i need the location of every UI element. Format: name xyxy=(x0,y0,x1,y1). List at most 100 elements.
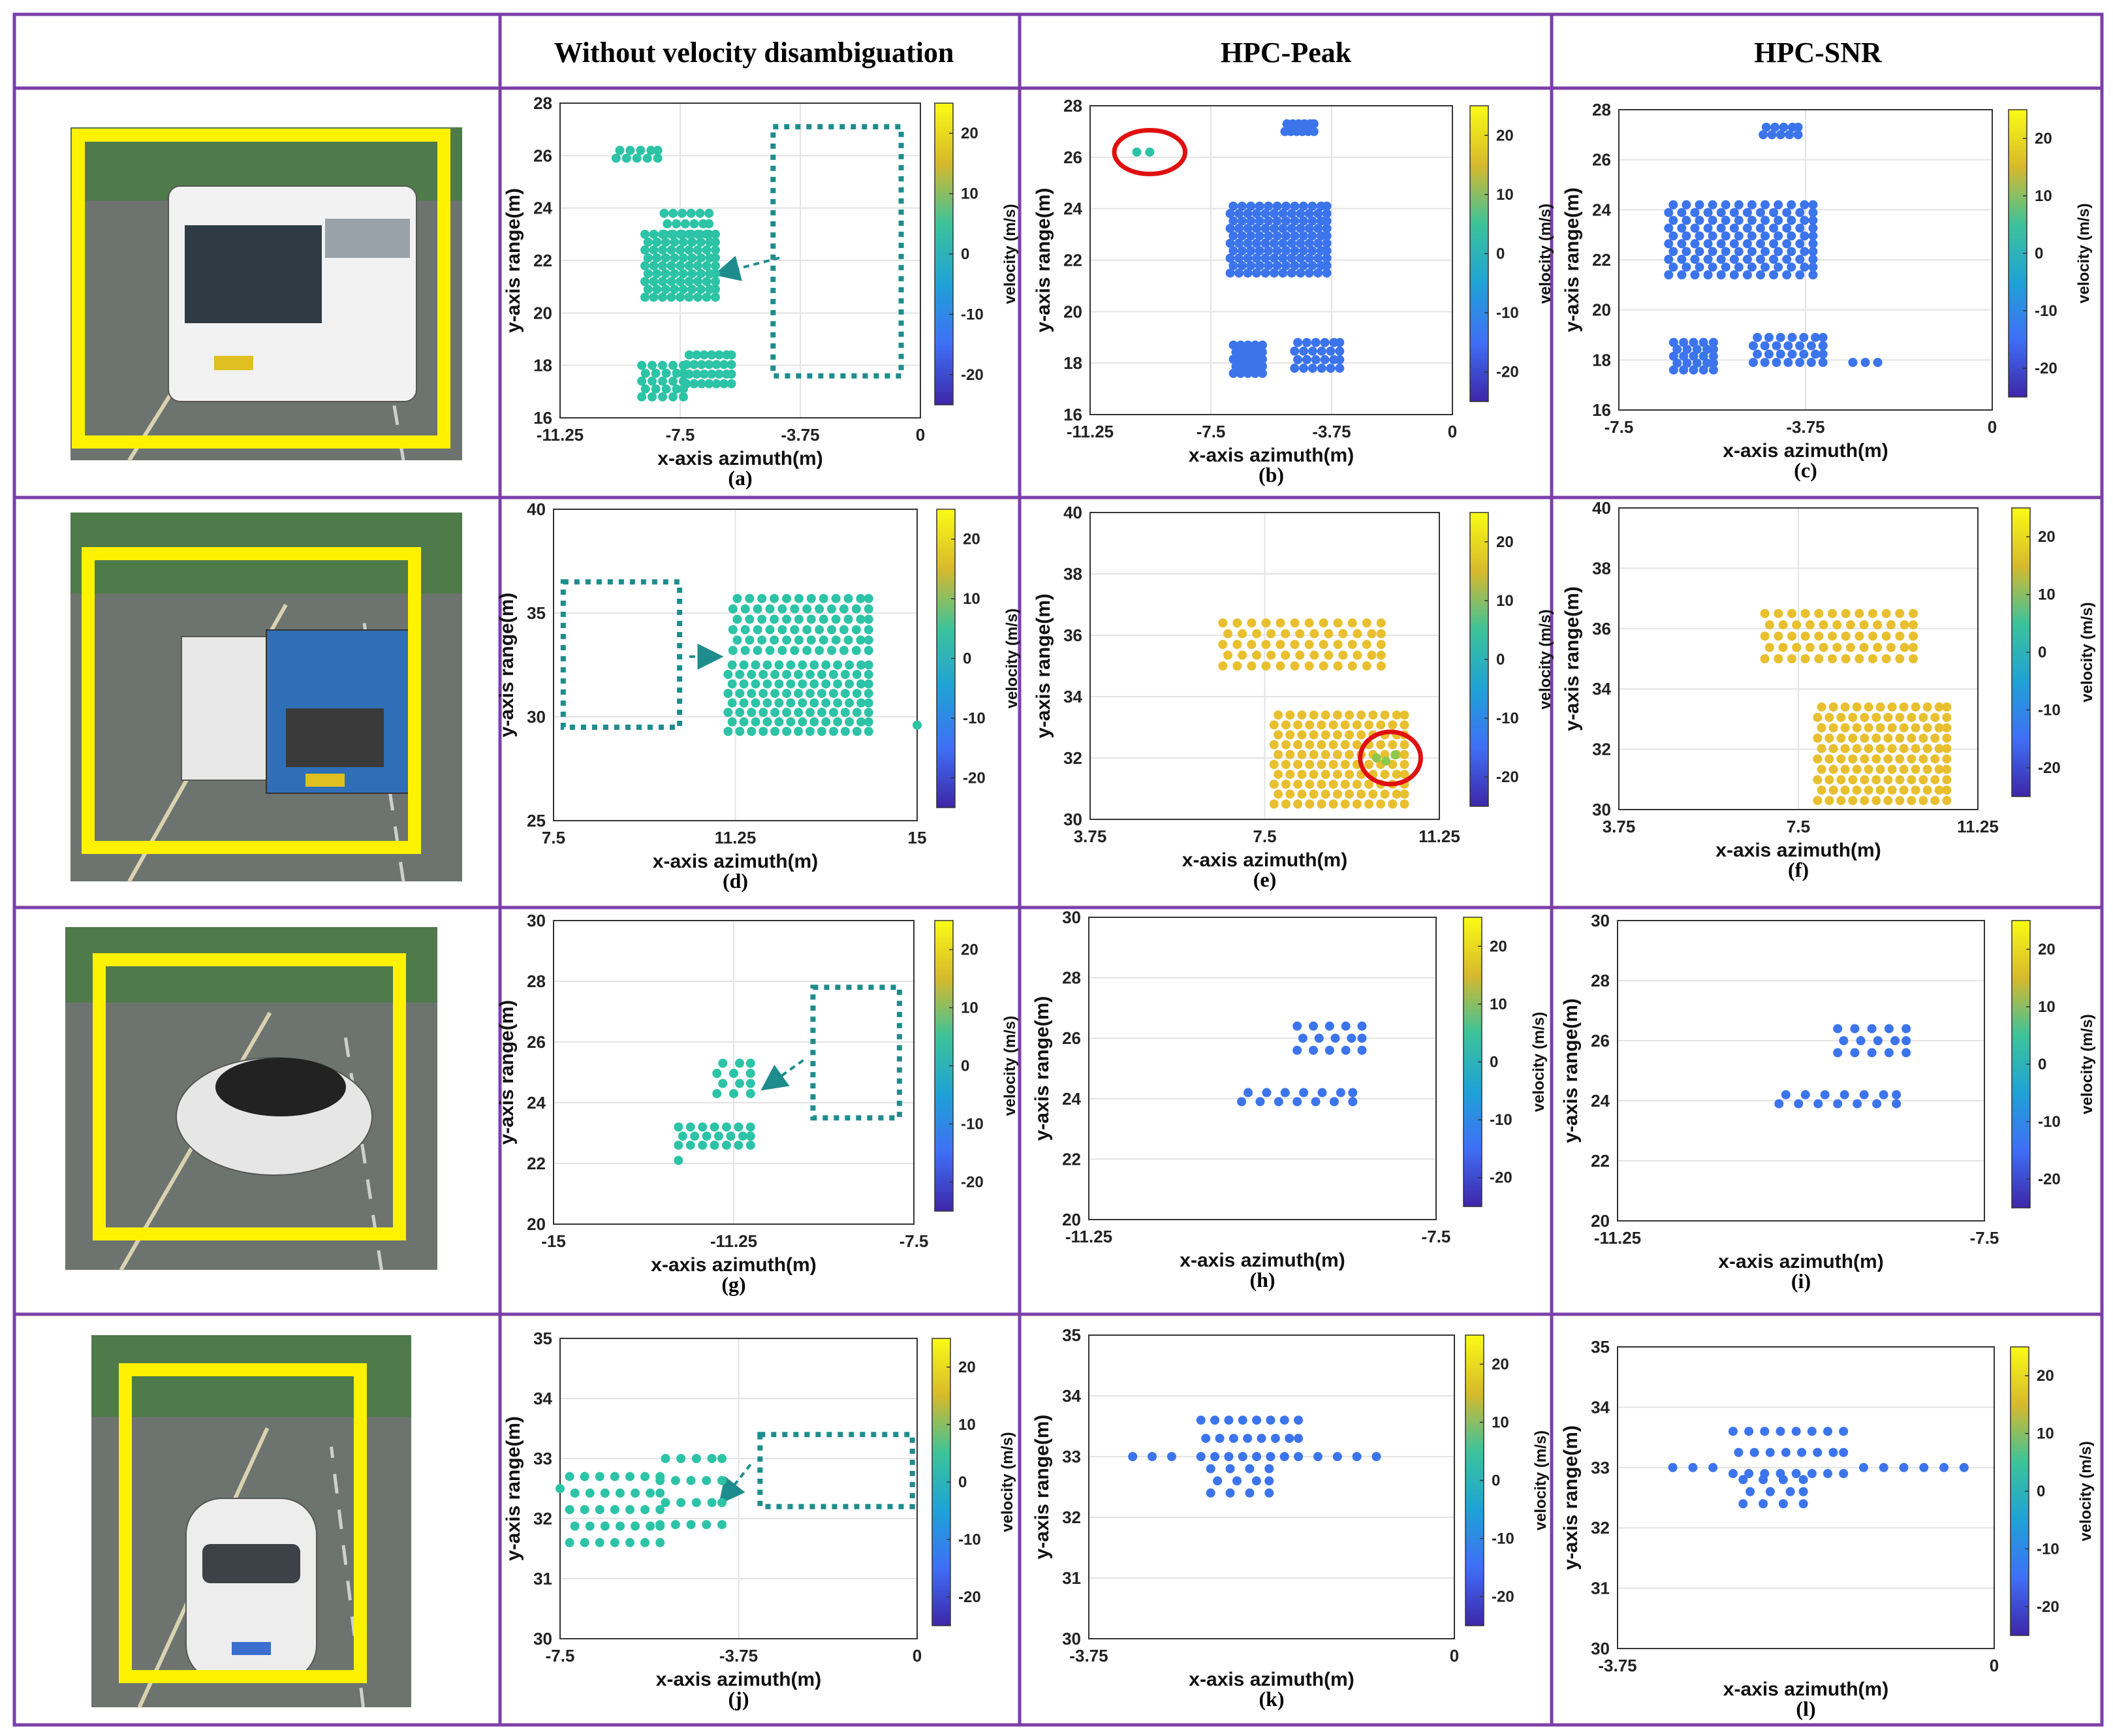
data-point xyxy=(631,1488,640,1498)
data-point xyxy=(739,698,749,708)
y-axis-label: y-axis range(m) xyxy=(503,188,524,333)
data-point xyxy=(1330,1034,1340,1043)
data-point xyxy=(1682,262,1691,272)
data-point xyxy=(840,670,850,680)
x-tick-label: 11.25 xyxy=(715,828,757,847)
data-point xyxy=(1828,702,1838,712)
data-point xyxy=(1376,629,1386,639)
y-tick-label: 24 xyxy=(1063,199,1082,219)
data-point xyxy=(1237,216,1247,226)
data-point xyxy=(625,1538,634,1547)
y-tick-label: 35 xyxy=(527,603,546,623)
data-point xyxy=(570,1488,580,1498)
data-point xyxy=(1782,223,1792,233)
data-point xyxy=(651,368,661,378)
data-point xyxy=(1245,1464,1255,1474)
data-point xyxy=(794,593,804,603)
data-point xyxy=(1218,661,1228,671)
x-axis-label: x-axis azimuth(m) xyxy=(1182,849,1347,871)
data-point xyxy=(1860,775,1870,785)
y-tick-label: 28 xyxy=(1062,968,1081,988)
data-point xyxy=(740,625,750,635)
y-tick-label: 24 xyxy=(1591,1091,1610,1111)
data-point xyxy=(782,727,792,736)
data-point xyxy=(1858,1462,1868,1472)
data-point xyxy=(1902,1048,1911,1058)
data-point xyxy=(1729,223,1739,233)
colorbar-label: velocity (m/s) xyxy=(1003,608,1021,708)
data-point xyxy=(1909,654,1918,663)
colorbar-tick-label: -10 xyxy=(961,1116,984,1133)
data-point xyxy=(1738,1475,1748,1485)
data-point xyxy=(1774,247,1783,257)
data-point xyxy=(1295,629,1305,639)
data-point xyxy=(1255,246,1264,256)
data-point xyxy=(655,1520,665,1530)
data-point xyxy=(1362,640,1371,650)
data-point xyxy=(1307,246,1317,256)
data-point xyxy=(1313,253,1323,263)
data-point xyxy=(1243,223,1253,233)
header-col-2: HPC-Peak xyxy=(1221,37,1352,69)
data-point xyxy=(1868,631,1877,641)
data-point xyxy=(1828,1447,1838,1457)
data-point xyxy=(1702,358,1712,368)
data-point xyxy=(714,1131,723,1141)
colorbar-tick-label: 20 xyxy=(2038,941,2056,958)
colorbar-tick-label: 0 xyxy=(1492,1472,1500,1490)
data-point xyxy=(1298,201,1308,211)
data-point xyxy=(585,1488,595,1498)
data-point xyxy=(1813,775,1823,785)
data-point xyxy=(1708,231,1717,241)
data-point xyxy=(1895,631,1905,641)
data-point xyxy=(1340,759,1350,769)
data-point xyxy=(1774,231,1783,241)
data-point xyxy=(1818,332,1828,342)
data-point xyxy=(1892,1099,1902,1109)
data-point xyxy=(732,614,742,624)
data-point xyxy=(1213,1476,1223,1486)
data-point xyxy=(831,635,841,645)
data-point xyxy=(580,1538,589,1547)
data-point xyxy=(1328,780,1338,789)
data-point xyxy=(1848,712,1858,722)
data-point xyxy=(1224,1415,1234,1425)
data-point xyxy=(1808,239,1818,249)
y-tick-label: 30 xyxy=(1062,907,1081,927)
data-point xyxy=(696,253,706,262)
data-point xyxy=(661,253,670,262)
y-tick-label: 30 xyxy=(1062,1629,1081,1649)
data-point xyxy=(1795,223,1805,233)
data-point xyxy=(1703,270,1713,279)
x-tick-label: 3.75 xyxy=(1074,827,1107,846)
data-point xyxy=(1307,260,1317,270)
data-point xyxy=(1841,631,1851,641)
data-point xyxy=(802,646,812,655)
data-point xyxy=(1808,231,1818,241)
data-point xyxy=(782,689,792,699)
data-point xyxy=(1250,340,1260,350)
data-point xyxy=(1274,710,1283,720)
data-point xyxy=(610,1472,619,1481)
data-point xyxy=(1132,147,1142,157)
colorbar-tick-label: 20 xyxy=(1490,938,1507,955)
data-point xyxy=(1942,733,1952,743)
y-tick-label: 38 xyxy=(1063,564,1082,584)
data-point xyxy=(712,379,721,388)
data-point xyxy=(1911,765,1920,774)
data-point xyxy=(707,1498,717,1507)
data-point xyxy=(1232,661,1242,671)
data-point xyxy=(1297,730,1307,740)
data-point xyxy=(1309,1045,1319,1055)
detection-box xyxy=(119,1363,367,1683)
data-point xyxy=(1761,200,1770,210)
data-point xyxy=(1243,268,1253,278)
data-point xyxy=(1899,1462,1909,1472)
data-point xyxy=(1293,338,1303,347)
data-point xyxy=(1322,253,1332,263)
data-point xyxy=(681,379,691,388)
data-point xyxy=(1703,223,1713,233)
data-point xyxy=(1807,1427,1817,1436)
data-point xyxy=(1297,770,1307,780)
data-point xyxy=(1269,740,1279,750)
